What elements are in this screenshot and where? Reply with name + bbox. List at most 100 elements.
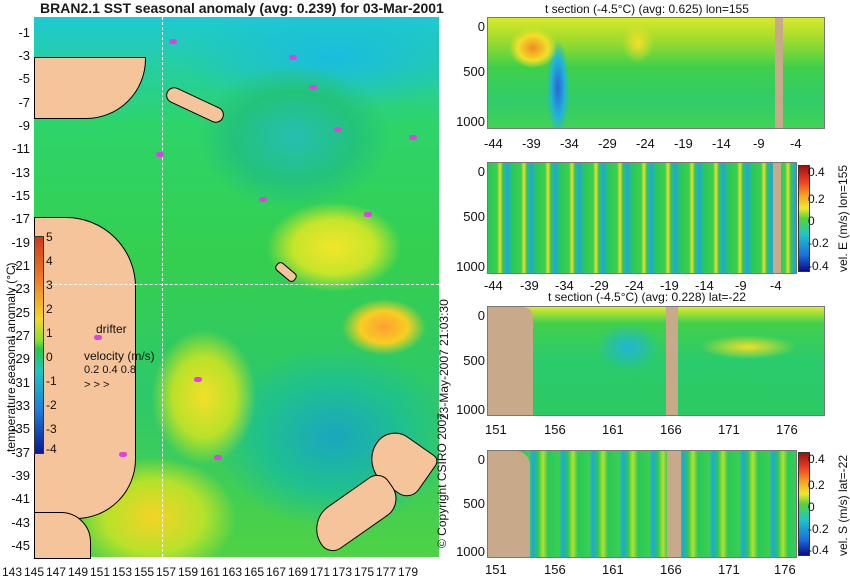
panel-2-bathymetry [773, 163, 781, 273]
map-x-tick: 177 [376, 565, 397, 579]
crosshair-horizontal [34, 284, 439, 285]
panel-4-x-tick: 176 [774, 562, 796, 577]
panel-4-colorbar-tick: -0.4 [808, 543, 829, 557]
drifter-marker[interactable] [156, 152, 164, 157]
map-y-tick: -29 [11, 351, 30, 366]
map-colorbar-tick: 0 [46, 350, 53, 364]
land-solomon [163, 84, 227, 126]
panel-2-x-tick: -19 [660, 278, 679, 293]
map-colorbar-tick: -2 [46, 398, 57, 412]
drifter-marker[interactable] [364, 212, 372, 217]
map-y-tick: -19 [11, 235, 30, 250]
panel-2-colorbar-tick: -0.2 [808, 236, 829, 250]
map-y-tick: -37 [11, 445, 30, 460]
panel-3-y-tick: 0 [477, 308, 485, 323]
land-new-guinea [34, 57, 146, 119]
drifter-marker[interactable] [169, 39, 177, 44]
panel-1-title: t section (-4.5°C) (avg: 0.625) lon=155 [545, 2, 749, 16]
panel-4-x-tick: 151 [485, 562, 507, 577]
map-x-tick: 149 [68, 565, 89, 579]
map-y-tick: -33 [11, 398, 30, 413]
sst-anomaly-map[interactable]: drifter velocity (m/s) 0.2 0.4 0.8 > > > [34, 17, 441, 559]
panel-4-colorbar-label: vel. S (m/s) lat=-22 [836, 454, 850, 556]
panel-1-x-tick: -14 [712, 136, 731, 151]
panel-4-section[interactable] [487, 450, 797, 558]
panel-4-y-tick: 1000 [456, 544, 485, 559]
map-colorbar-tick: 5 [46, 230, 53, 244]
map-colorbar-tick: -4 [46, 442, 57, 456]
panel-2-x-tick: -24 [625, 278, 644, 293]
crosshair-vertical [162, 17, 163, 557]
panel-4-colorbar [798, 452, 810, 556]
map-x-tick: 143 [2, 565, 23, 579]
map-y-tick: -15 [11, 188, 30, 203]
drifter-marker[interactable] [409, 135, 417, 140]
panel-3-title: t section (-4.5°C) (avg: 0.228) lat=-22 [548, 290, 746, 304]
velocity-label: velocity (m/s) [84, 349, 155, 363]
panel-3-x-tick: 171 [718, 422, 740, 437]
land-nz-south [305, 469, 405, 557]
panel-1-bathymetry [775, 18, 783, 128]
panel-2-x-tick: -4 [770, 278, 782, 293]
panel-2-x-tick: -44 [484, 278, 503, 293]
panel-2-colorbar-tick: 0 [808, 214, 815, 228]
panel-3-x-tick: 176 [776, 422, 798, 437]
panel-4-y-tick: 0 [477, 452, 485, 467]
drifter-marker[interactable] [119, 452, 127, 457]
drifter-marker[interactable] [94, 335, 102, 340]
panel-4-x-tick: 161 [602, 562, 624, 577]
map-x-tick: 151 [90, 565, 111, 579]
map-x-tick: 153 [112, 565, 133, 579]
map-y-tick: -13 [11, 165, 30, 180]
panel-4-bathymetry-ridge [667, 451, 681, 557]
panel-1-x-tick: -29 [598, 136, 617, 151]
panel-3-bathymetry-west [488, 307, 533, 415]
map-x-tick: 163 [222, 565, 243, 579]
map-x-tick: 171 [310, 565, 331, 579]
map-x-tick: 165 [244, 565, 265, 579]
panel-4-x-tick: 166 [660, 562, 682, 577]
map-colorbar [34, 236, 44, 454]
map-x-tick: 167 [266, 565, 287, 579]
map-x-tick: 175 [354, 565, 375, 579]
map-y-tick: -21 [11, 258, 30, 273]
map-colorbar-tick: -1 [46, 374, 57, 388]
map-y-tick: -43 [11, 515, 30, 530]
drifter-marker[interactable] [334, 127, 342, 132]
main-title: BRAN2.1 SST seasonal anomaly (avg: 0.239… [40, 0, 444, 16]
panel-1-x-tick: -44 [484, 136, 503, 151]
map-y-tick: -27 [11, 328, 30, 343]
map-y-tick: -3 [18, 48, 30, 63]
drifter-marker[interactable] [259, 197, 267, 202]
panel-2-section[interactable] [487, 162, 797, 274]
drifter-marker[interactable] [214, 455, 222, 460]
panel-4-colorbar-tick: 0.4 [808, 452, 825, 466]
panel-1-y-tick: 0 [477, 19, 485, 34]
panel-3-x-tick: 161 [602, 422, 624, 437]
panel-3-y-tick: 500 [463, 353, 485, 368]
map-colorbar-tick: -3 [46, 422, 57, 436]
panel-2-y-tick: 1000 [456, 259, 485, 274]
map-y-tick: -41 [11, 491, 30, 506]
map-x-tick: 145 [24, 565, 45, 579]
panel-1-x-tick: -39 [522, 136, 541, 151]
land-tasmania [34, 512, 91, 559]
panel-4-x-tick: 171 [718, 562, 740, 577]
drifter-marker[interactable] [309, 85, 317, 90]
map-x-tick: 169 [288, 565, 309, 579]
drifter-marker[interactable] [289, 55, 297, 60]
panel-3-x-tick: 151 [485, 422, 507, 437]
panel-2-colorbar-tick: 0.4 [808, 165, 825, 179]
panel-1-section[interactable] [487, 17, 825, 129]
panel-4-colorbar-tick: 0 [808, 500, 815, 514]
map-colorbar-tick: 4 [46, 254, 53, 268]
panel-3-section[interactable] [487, 306, 825, 416]
panel-2-x-tick: -9 [735, 278, 747, 293]
drifter-marker[interactable] [194, 377, 202, 382]
map-y-tick: -17 [11, 211, 30, 226]
panel-2-x-tick: -34 [555, 278, 574, 293]
map-x-tick: 147 [46, 565, 67, 579]
drifter-label: drifter [96, 322, 127, 336]
panel-2-y-tick: 500 [463, 209, 485, 224]
map-y-tick: -39 [11, 468, 30, 483]
